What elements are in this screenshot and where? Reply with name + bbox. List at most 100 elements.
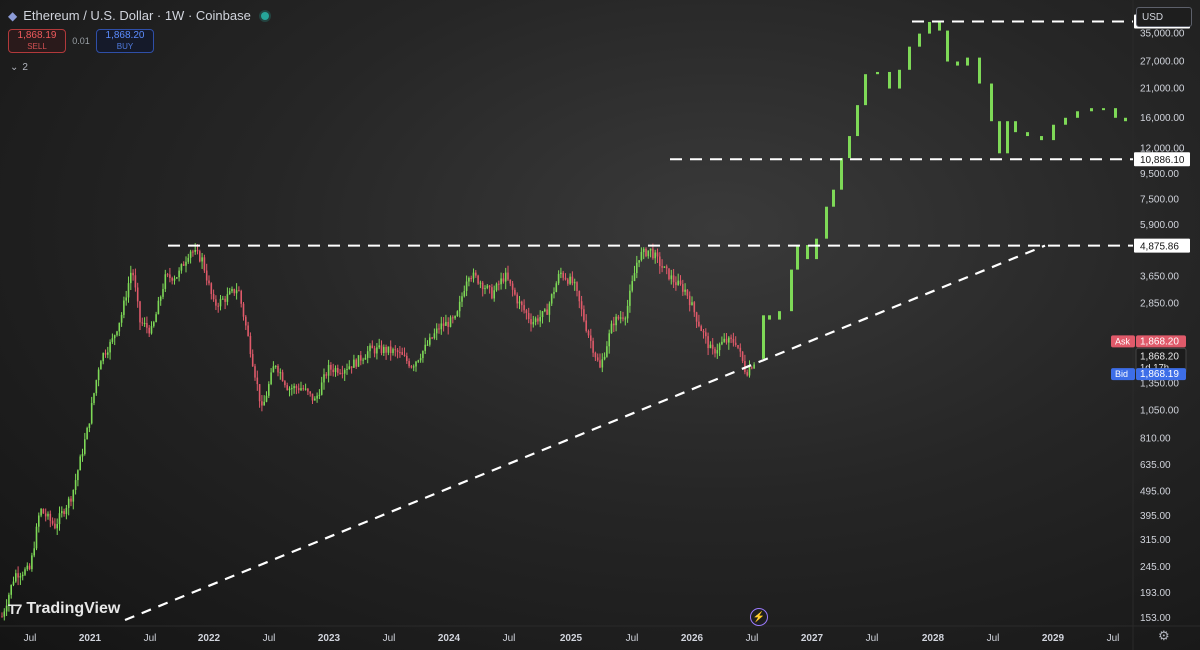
candle-body [525, 310, 528, 314]
candle-body [242, 303, 245, 317]
candle-body [281, 372, 284, 382]
sell-price: 1,868.19 [17, 30, 57, 41]
candle-body [518, 301, 521, 304]
candle-body [371, 345, 374, 349]
candle-body [268, 384, 270, 396]
buy-label: BUY [116, 42, 134, 51]
candle-body [111, 338, 114, 342]
candle-body [431, 337, 433, 339]
lightning-icon[interactable]: ⚡ [750, 608, 768, 626]
candle-body [327, 364, 330, 376]
indicators-count: 2 [22, 62, 28, 73]
tradingview-watermark: T7 TradingView [8, 600, 120, 618]
projected-candle [790, 269, 793, 312]
candle-body [162, 288, 164, 297]
candle-body [212, 294, 215, 300]
candle-body [88, 423, 91, 428]
candle-body [688, 295, 691, 306]
x-tick-label: Jul [987, 633, 1000, 644]
candle-body [477, 275, 479, 284]
candle-body [10, 584, 12, 595]
candle-body [463, 290, 466, 297]
candle-body [134, 275, 137, 288]
y-tick-label: 27,000.00 [1140, 57, 1185, 68]
candle-body [357, 355, 360, 367]
level-price-label: 4,875.86 [1140, 242, 1179, 253]
candle-body [624, 318, 627, 320]
candle-body [302, 388, 305, 390]
projected-candle [990, 83, 993, 122]
candle-body [465, 281, 468, 291]
candle-body [665, 266, 668, 269]
candle-body [709, 344, 712, 349]
candle-body [249, 335, 252, 355]
candle-body [555, 283, 558, 292]
candle-body [698, 321, 700, 327]
candle-body [527, 313, 530, 320]
candle-body [636, 262, 638, 274]
gear-icon[interactable]: ⚙ [1158, 628, 1170, 643]
candle-body [215, 299, 217, 306]
candle-body [350, 366, 353, 368]
candle-body [185, 261, 187, 266]
candle-body [180, 264, 183, 271]
indicators-toggle[interactable]: ⌄ 2 [10, 62, 28, 73]
candle-body [429, 337, 431, 345]
candle-body [691, 302, 693, 306]
level-price-badge [1134, 152, 1190, 167]
candle-body [318, 394, 321, 396]
candle-body [74, 480, 77, 490]
projected-candle [806, 245, 809, 260]
candle-body [311, 393, 314, 401]
candle-body [679, 280, 682, 285]
candle-body [725, 338, 728, 343]
candle-body [442, 323, 445, 326]
ask-tag: Ask [1115, 336, 1131, 346]
candle-body [544, 309, 546, 312]
candle-body [31, 555, 33, 570]
candle-body [189, 251, 192, 258]
candle-body [550, 294, 553, 304]
y-tick-label: 12,000.00 [1140, 144, 1185, 155]
candle-body [8, 594, 10, 606]
sell-button[interactable]: 1,868.19 SELL [8, 29, 66, 53]
candle-body [633, 273, 636, 282]
candle-body [286, 385, 288, 390]
buy-button[interactable]: 1,868.20 BUY [96, 29, 154, 53]
x-tick-label: 2028 [922, 633, 945, 644]
candle-body [61, 511, 63, 514]
projected-candle [1114, 108, 1117, 118]
candle-body [192, 251, 194, 253]
candle-body [196, 250, 199, 252]
currency-selector[interactable]: USD [1136, 7, 1192, 27]
candle-body [155, 314, 157, 323]
candle-body [606, 346, 608, 357]
candle-body [1, 616, 3, 618]
candle-body [647, 250, 650, 257]
candle-body [523, 305, 525, 311]
candle-body [107, 352, 109, 355]
candle-body [507, 272, 509, 280]
candle-body [389, 346, 392, 354]
candle-body [456, 311, 459, 317]
projected-candle [796, 245, 799, 270]
candle-body [208, 280, 210, 284]
candle-body [659, 256, 661, 267]
candle-body [488, 285, 491, 288]
current-price-label: 1,868.20 [1140, 351, 1179, 362]
candle-body [470, 277, 472, 279]
projected-candle [1014, 121, 1017, 133]
candle-body [235, 290, 238, 294]
candle-body [125, 297, 127, 301]
candle-body [500, 278, 502, 285]
candle-body [587, 330, 590, 336]
candle-body [642, 248, 645, 253]
y-tick-label: 495.00 [1140, 487, 1171, 498]
level-price-label: 10,886.10 [1140, 155, 1185, 166]
chart-header[interactable]: ◆ Ethereum / U.S. Dollar · 1W · Coinbase [8, 8, 269, 23]
candle-body [293, 386, 295, 389]
candle-body [415, 361, 417, 367]
candle-body [369, 345, 371, 352]
y-tick-label: 1,350.00 [1140, 379, 1179, 390]
